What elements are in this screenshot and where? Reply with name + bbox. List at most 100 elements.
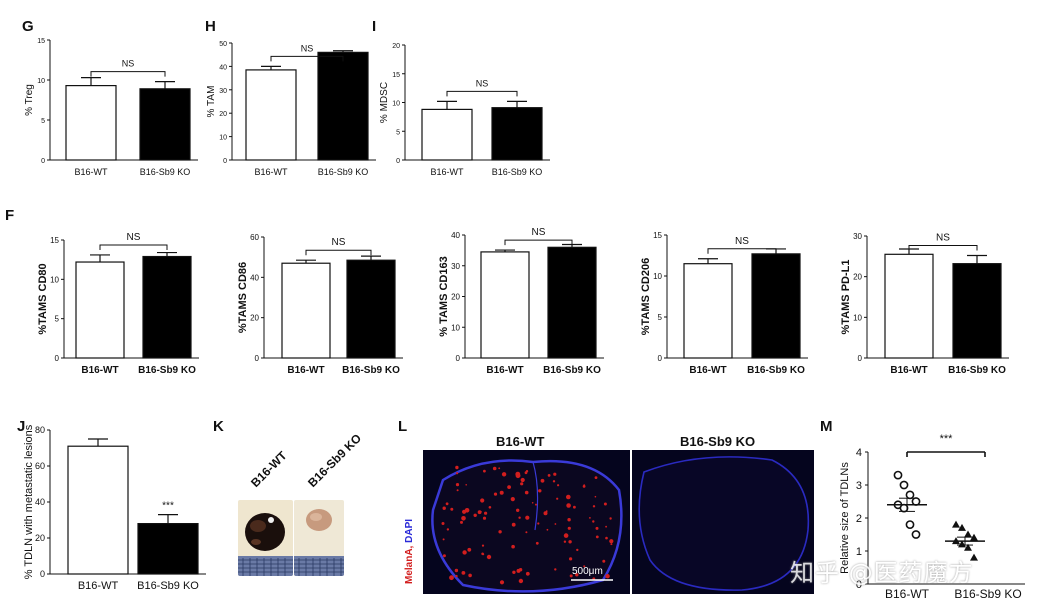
melana-spot — [595, 535, 599, 539]
y-tick-label-f5: 20 — [853, 273, 862, 282]
melana-spot — [465, 484, 467, 486]
melana-spot — [446, 528, 450, 531]
x-tick-label-f1-wt: B16-WT — [81, 365, 118, 376]
scatter-point-ko — [970, 553, 978, 561]
melana-spot — [520, 477, 525, 483]
y-tick-label-m: 0 — [856, 579, 862, 591]
y-tick-label-f1: 15 — [50, 236, 59, 245]
y-tick-label-f2: 0 — [255, 354, 260, 363]
melana-spot — [481, 544, 485, 547]
scatter-point-ko — [970, 533, 978, 541]
melana-spot — [455, 465, 459, 470]
significance-bracket-f2 — [305, 249, 372, 256]
y-tick-label-h: 50 — [219, 41, 227, 48]
y-axis-label-j: % TDLN with metastatic lesions — [23, 424, 35, 579]
melana-spot — [554, 568, 557, 571]
bar-h-ko — [317, 51, 369, 161]
melana-spot — [449, 575, 454, 581]
y-tick-label-f3: 30 — [451, 262, 460, 271]
x-tick-label-f3-wt: B16-WT — [486, 365, 523, 376]
bar-f4-wt — [683, 263, 733, 359]
bar-f4-ko — [751, 253, 801, 359]
x-tick-label-m: B16-Sb9 KO — [954, 587, 1021, 601]
scatter-point-ko — [958, 540, 966, 548]
significance-label-i: NS — [476, 78, 489, 88]
y-axis-label-g: % Treg — [24, 84, 35, 116]
bar-i-ko — [491, 107, 543, 161]
melana-spot — [567, 518, 571, 522]
melana-spot — [520, 482, 524, 486]
panel-label-i: I — [372, 18, 377, 35]
melana-spot — [609, 517, 612, 520]
melana-spot — [498, 530, 502, 534]
scatter-point-wt — [911, 530, 921, 539]
y-tick-label-f1: 0 — [55, 354, 60, 363]
melana-spot — [609, 539, 614, 544]
melana-spot — [501, 472, 507, 477]
melana-spot — [516, 508, 520, 512]
x-tick-label-g-ko: B16-Sb9 KO — [140, 167, 191, 177]
x-tick-label-f5-wt: B16-WT — [890, 365, 927, 376]
bar-j-ko — [137, 522, 199, 575]
melana-spot — [535, 503, 537, 506]
y-tick-label-g: 0 — [41, 158, 45, 165]
x-tick-label-f2-wt: B16-WT — [287, 365, 324, 376]
melana-spot — [589, 517, 591, 519]
melana-spot — [552, 480, 556, 483]
y-tick-label-i: 0 — [396, 158, 400, 165]
melana-spot — [553, 472, 557, 476]
melana-spot — [525, 515, 530, 520]
x-tick-label-f2-ko: B16-Sb9 KO — [342, 365, 400, 376]
melana-spot — [480, 498, 485, 503]
significance-bracket-h — [270, 55, 344, 62]
melana-spot — [592, 520, 595, 523]
melana-spot — [518, 516, 521, 519]
melana-spot — [594, 476, 598, 479]
melana-spot — [605, 525, 607, 528]
bar-j-wt — [67, 445, 129, 575]
y-tick-label-f4: 15 — [653, 231, 662, 240]
scatter-point-ko — [964, 530, 972, 538]
bar-f1-ko — [142, 255, 192, 359]
y-tick-label-f2: 20 — [250, 314, 259, 323]
melana-spot — [563, 533, 569, 538]
melana-spot — [557, 484, 560, 487]
melana-spot — [456, 489, 459, 492]
melana-spot — [567, 526, 571, 530]
melana-spot — [566, 494, 571, 500]
melana-spot — [442, 538, 445, 541]
y-tick-label-h: 10 — [219, 135, 227, 142]
y-tick-label-j: 60 — [35, 461, 45, 471]
significance-label-f4: NS — [735, 236, 749, 247]
bar-g-wt — [65, 84, 117, 161]
y-tick-label-f3: 40 — [451, 231, 460, 240]
y-tick-label-h: 20 — [219, 111, 227, 118]
scatter-point-ko — [952, 520, 960, 528]
melana-spot — [573, 505, 576, 509]
significance-label-f5: NS — [936, 233, 950, 244]
melana-spot — [486, 554, 492, 560]
melana-spot — [492, 466, 497, 471]
melana-spot — [605, 536, 608, 540]
bar-f3-wt — [480, 251, 530, 359]
y-tick-label-j: 0 — [40, 569, 45, 579]
melana-spot — [454, 568, 459, 573]
significance-label-f1: NS — [127, 232, 141, 243]
melana-spot — [473, 513, 477, 517]
panel-label-j: J — [17, 418, 26, 435]
significance-bracket-g — [90, 71, 166, 77]
bar-f2-ko — [346, 259, 396, 359]
melana-spot — [488, 506, 492, 509]
melana-spot — [482, 516, 487, 520]
melana-spot — [547, 474, 551, 477]
bar-g-ko — [139, 88, 191, 161]
tdln-image-wt — [238, 500, 293, 576]
x-tick-label-f5-ko: B16-Sb9 KO — [948, 365, 1006, 376]
melana-spot — [525, 571, 530, 576]
microscopy-ko — [632, 450, 814, 594]
x-tick-label-f4-ko: B16-Sb9 KO — [747, 365, 805, 376]
melana-spot — [516, 568, 521, 573]
melana-spot — [461, 516, 466, 521]
x-tick-label-i-wt: B16-WT — [430, 167, 464, 177]
